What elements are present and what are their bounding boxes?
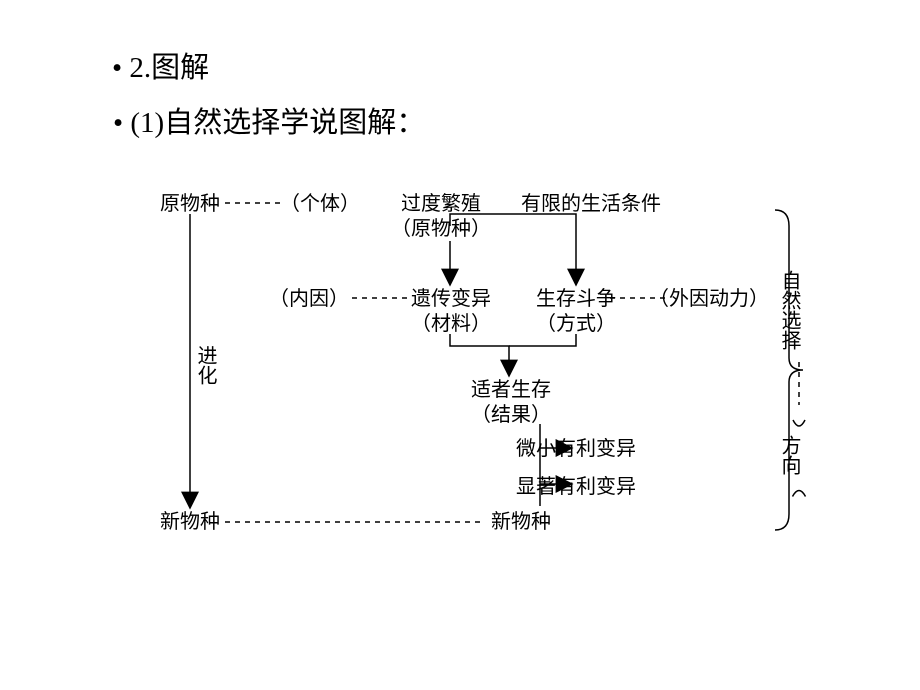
node-limited-cond: 有限的生活条件 [511, 192, 671, 217]
node-big-var: 显著有利变异 [511, 475, 641, 500]
node-fittest-l2: （结果） [471, 404, 551, 426]
node-overbreed-l1: 过度繁殖 [401, 193, 481, 215]
node-new-species-left: 新物种 [156, 510, 224, 535]
node-small-var: 微小有利变异 [511, 437, 641, 462]
node-overbreed: 过度繁殖 （原物种） [391, 192, 491, 242]
node-survival-l2: （方式） [536, 313, 616, 335]
node-overbreed-l2: （原物种） [391, 218, 491, 240]
node-fittest: 适者生存 （结果） [466, 378, 556, 428]
node-natural-selection: 自然选择 [777, 270, 801, 350]
node-external: （外因动力） [644, 287, 774, 312]
node-fittest-l1: 适者生存 [471, 379, 551, 401]
node-heredity-l2: （材料） [411, 313, 491, 335]
node-internal: （内因） [264, 287, 354, 312]
node-individual: （个体） [280, 192, 360, 217]
node-heredity-l1: 遗传变异 [411, 288, 491, 310]
node-new-species-right: 新物种 [487, 510, 555, 535]
node-orig-species-top: 原物种 [157, 192, 223, 217]
node-survival-l1: 生存斗争 [536, 288, 616, 310]
node-heredity: 遗传变异 （材料） [406, 287, 496, 337]
node-evolution: 进化 [193, 345, 217, 385]
node-direction: 方向 [777, 435, 801, 475]
node-survival-fight: 生存斗争 （方式） [531, 287, 621, 337]
